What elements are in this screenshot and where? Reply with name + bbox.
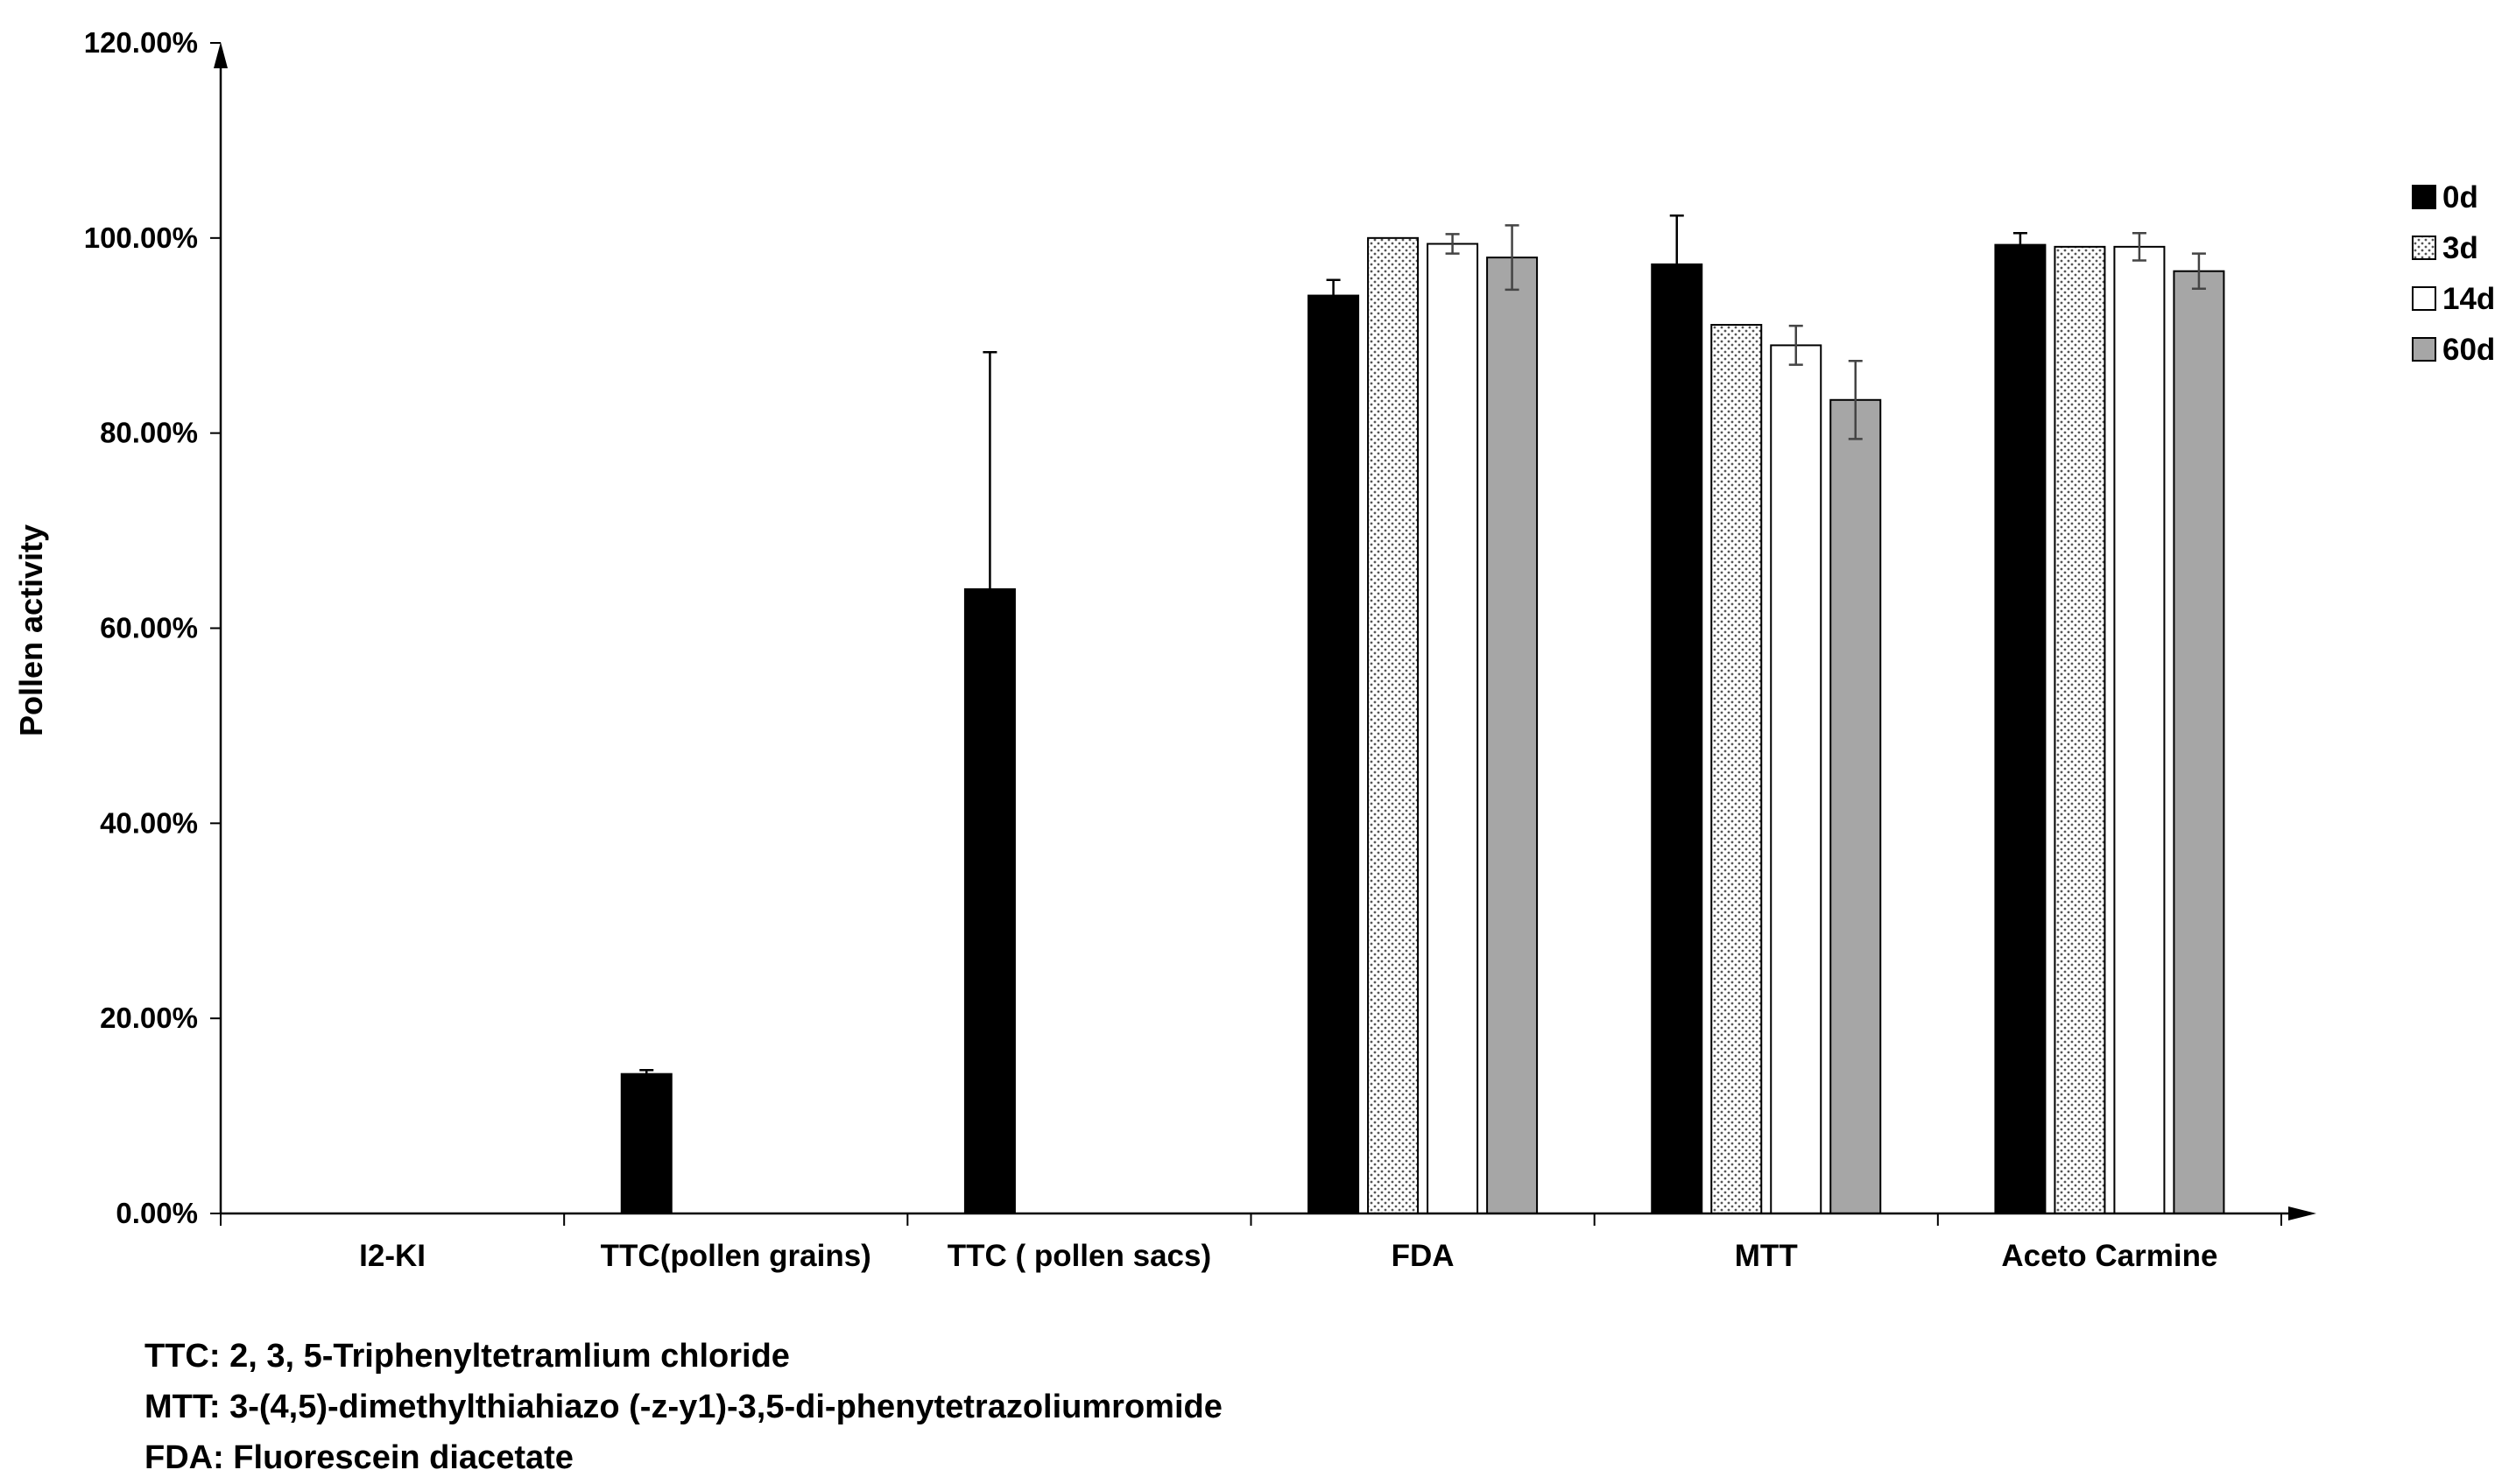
y-tick-label: 20.00% bbox=[100, 1002, 198, 1034]
bar-14d bbox=[2113, 245, 2166, 1214]
bar-60d bbox=[2173, 270, 2225, 1215]
y-tick-label: 100.00% bbox=[84, 222, 198, 254]
y-tick-label: 0.00% bbox=[116, 1197, 198, 1229]
legend-swatch-0d bbox=[2412, 185, 2436, 209]
bar-0d bbox=[1307, 294, 1360, 1214]
y-tick-label: 60.00% bbox=[100, 612, 198, 644]
footnote-mtt: MTT: 3-(4,5)-dimethylthiahiazo (-z-y1)-3… bbox=[144, 1389, 1223, 1425]
bar-3d bbox=[1367, 236, 1420, 1214]
bar-60d bbox=[1486, 257, 1539, 1214]
legend-label-3d: 3d bbox=[2442, 231, 2478, 265]
footnote-ttc: TTC: 2, 3, 5-Triphenyltetramlium chlorid… bbox=[144, 1338, 790, 1375]
y-tick-label: 120.00% bbox=[84, 26, 198, 59]
legend-label-14d: 14d bbox=[2442, 282, 2495, 316]
footnotes: TTC: 2, 3, 5-Triphenyltetramlium chlorid… bbox=[144, 1331, 1223, 1483]
bar-0d bbox=[1994, 243, 2047, 1215]
category-label: Aceto Carmine bbox=[2001, 1239, 2217, 1273]
bar-chart: 0.00% 20.00% 40.00% 60.00% 80.00% 100.00% 120.… bbox=[13, 26, 2495, 1273]
legend-swatch-14d bbox=[2412, 286, 2436, 311]
bar-14d bbox=[1770, 344, 1822, 1214]
y-tick-label: 40.00% bbox=[100, 806, 198, 839]
y-axis-arrow bbox=[214, 42, 228, 68]
bar-60d bbox=[1829, 398, 1882, 1215]
y-axis-label: Pollen activity bbox=[13, 524, 49, 736]
category-label: I2-KI bbox=[359, 1239, 426, 1273]
legend-swatch-3d bbox=[2412, 236, 2436, 260]
legend-swatch-60d bbox=[2412, 337, 2436, 362]
category-label: TTC ( pollen sacs) bbox=[948, 1239, 1211, 1273]
x-axis-arrow bbox=[2288, 1206, 2316, 1220]
legend-label-60d: 60d bbox=[2442, 333, 2495, 367]
category-label: TTC(pollen grains) bbox=[601, 1239, 871, 1273]
bar-14d bbox=[1427, 243, 1479, 1215]
bar-0d bbox=[1651, 263, 1703, 1214]
category-label: MTT bbox=[1735, 1239, 1798, 1273]
legend-label-0d: 0d bbox=[2442, 180, 2478, 215]
footnote-fda: FDA: Fluorescein diacetate bbox=[144, 1439, 574, 1476]
y-tick-label: 80.00% bbox=[100, 417, 198, 449]
category-label: FDA bbox=[1392, 1239, 1455, 1273]
bar-3d bbox=[1710, 323, 1763, 1215]
bar-0d bbox=[620, 1073, 673, 1215]
bar-3d bbox=[2054, 245, 2106, 1214]
